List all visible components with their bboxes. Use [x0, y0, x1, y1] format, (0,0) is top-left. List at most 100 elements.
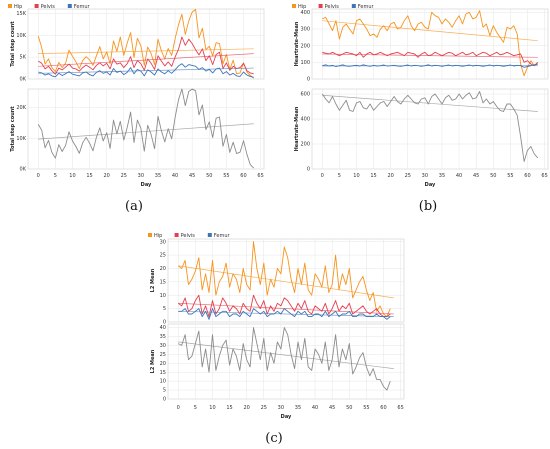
x-tick-label: 60 [380, 405, 386, 411]
x-tick-label: 20 [103, 173, 109, 179]
plot-area [27, 8, 265, 80]
panel-caption: (a) [125, 199, 143, 214]
trend-line-pelvis [322, 53, 538, 58]
y-tick-label: 400 [300, 10, 310, 16]
legend-label-pelvis: Pelvis [181, 233, 196, 239]
legend-swatch-femur [351, 4, 356, 8]
legend-swatch-hip [148, 233, 152, 237]
x-tick-label: 25 [405, 173, 411, 179]
legend-label-femur: Femur [358, 4, 375, 10]
x-tick-label: 30 [422, 173, 428, 179]
x-tick-label: 25 [261, 405, 267, 411]
legend-swatch-pelvis [174, 233, 179, 237]
x-tick-label: 45 [329, 405, 335, 411]
x-tick-label: 15 [86, 173, 92, 179]
subplot-bottom: 0 5 10 15 20 25 30 35 40 L2 Mean [150, 323, 405, 403]
y-tick-label: 10 [160, 379, 166, 385]
series-line-combined [321, 91, 539, 162]
legend-swatch-pelvis [318, 4, 323, 8]
x-tick-label: 55 [223, 173, 229, 179]
y-tick-label: 300 [300, 27, 310, 33]
x-tick-label: 65 [541, 173, 547, 179]
x-tick-label: 50 [206, 173, 212, 179]
legend-swatch-pelvis [34, 4, 39, 8]
x-tick-label: 35 [439, 173, 445, 179]
series-line-pelvis [322, 51, 539, 67]
trend-line-hip [322, 20, 538, 42]
y-tick-label: 200 [300, 43, 310, 49]
x-tick-label: 5 [194, 405, 197, 411]
y-tick-label: 25 [160, 253, 166, 259]
x-tick-label: 45 [189, 173, 195, 179]
series-line-combined [37, 88, 255, 169]
series-line-femur [38, 63, 254, 78]
legend-label-femur: Femur [74, 4, 91, 10]
y-tick-label: 30 [160, 343, 166, 349]
y-axis-label: Total step count [10, 106, 16, 152]
x-tick-label: 50 [346, 405, 352, 411]
x-tick-label: 60 [240, 173, 246, 179]
chart-panel-b: Hip Pelvis Femur0100200300400Heartrate-Mea… [292, 4, 549, 214]
legend-swatch-femur [67, 4, 72, 8]
plot-area [27, 88, 265, 170]
series-line-hip [37, 8, 254, 79]
y-tick-label: 0 [163, 320, 166, 326]
x-tick-label: 60 [524, 173, 530, 179]
x-tick-label: 5 [338, 173, 341, 179]
y-tick-label: 100 [300, 60, 310, 66]
y-tick-label: 20 [160, 361, 166, 367]
x-tick-label: 40 [312, 405, 318, 411]
x-tick-label: 25 [121, 173, 127, 179]
x-axis-label: Day [425, 182, 436, 188]
y-axis-label: Heartrate-Mean [294, 106, 300, 151]
y-tick-label: 25 [160, 352, 166, 358]
y-tick-label: 15 [160, 279, 166, 285]
x-tick-label: 10 [209, 405, 215, 411]
y-tick-label: 15K [16, 11, 26, 17]
y-tick-label: 40 [160, 325, 166, 331]
legend-swatch-femur [207, 233, 212, 237]
x-tick-label: 55 [363, 405, 369, 411]
plot-area [311, 88, 549, 170]
x-tick-label: 0 [37, 173, 40, 179]
y-tick-label: 600 [300, 92, 310, 98]
subplot-bottom: 0 200 400 600 Heartrate-Mean [294, 88, 549, 173]
y-axis-label: L2 Mean [150, 268, 156, 292]
y-tick-label: 20K [16, 105, 26, 111]
x-tick-label: 20 [243, 405, 249, 411]
x-tick-label: 65 [257, 173, 263, 179]
x-tick-label: 15 [226, 405, 232, 411]
legend-swatch-hip [292, 4, 296, 8]
y-axis-label: L2 Mean [150, 349, 156, 373]
y-tick-label: 35 [160, 334, 166, 340]
x-axis-label: Day [141, 182, 152, 188]
trend-line-combined [38, 123, 254, 140]
x-tick-label: 65 [397, 405, 403, 411]
y-tick-label: 5 [163, 388, 166, 394]
trend-line-hip [38, 48, 254, 54]
series-line-hip [178, 241, 391, 318]
x-tick-label: 40 [172, 173, 178, 179]
y-tick-label: 5 [163, 306, 166, 312]
legend-label-pelvis: Pelvis [41, 4, 56, 10]
y-axis-label: Heartrate-Mean [294, 21, 300, 66]
y-tick-label: 0K [20, 77, 27, 83]
trend-line-pelvis [38, 53, 254, 67]
subplot-top: 0 5 10 15 20 25 30 L2 Mean [150, 238, 405, 326]
y-tick-label: 5K [20, 55, 27, 61]
y-tick-label: 0K [20, 167, 27, 173]
series-line-hip [322, 10, 538, 77]
y-tick-label: 0 [307, 167, 310, 173]
panel-caption: (b) [419, 199, 437, 214]
series-line-pelvis [38, 36, 254, 75]
trend-line-hip [178, 265, 394, 299]
x-tick-label: 10 [69, 173, 75, 179]
x-tick-label: 45 [473, 173, 479, 179]
x-tick-label: 50 [490, 173, 496, 179]
x-tick-label: 5 [54, 173, 57, 179]
x-tick-label: 55 [507, 173, 513, 179]
x-tick-label: 30 [138, 173, 144, 179]
x-tick-label: 0 [321, 173, 324, 179]
